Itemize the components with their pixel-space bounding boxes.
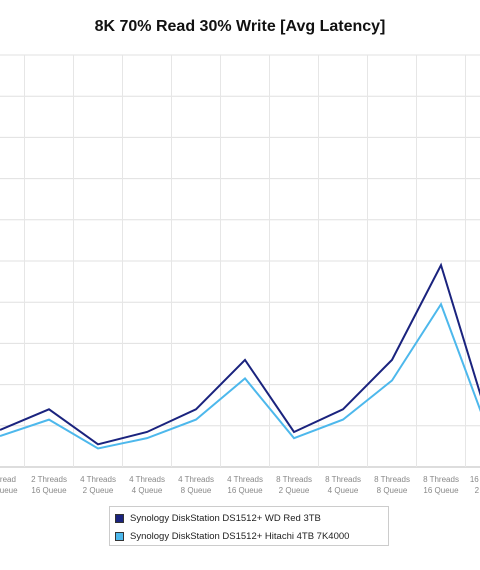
legend-item-hitachi: Synology DiskStation DS1512+ Hitachi 4TB… <box>115 529 349 543</box>
x-tick-label: 4 Threads 2 Queue <box>80 475 116 495</box>
x-tick-label: 2 Threads 16 Queue <box>31 475 67 495</box>
legend-swatch-hitachi <box>115 531 124 541</box>
legend-swatch-wd-red <box>115 513 124 523</box>
legend-label-wd-red: Synology DiskStation DS1512+ WD Red 3TB <box>130 512 321 524</box>
x-tick-label: 8 Threads 4 Queue <box>325 475 361 495</box>
x-tick-label: 4 Threads 16 Queue <box>227 475 263 495</box>
x-tick-label: 8 Threads 16 Queue <box>423 475 459 495</box>
legend-item-wd-red: Synology DiskStation DS1512+ WD Red 3TB <box>115 511 321 525</box>
x-tick-label: 4 Threads 8 Queue <box>178 475 214 495</box>
x-tick-label: 4 Threads 4 Queue <box>129 475 165 495</box>
chart-legend: Synology DiskStation DS1512+ WD Red 3TB … <box>109 506 389 546</box>
grid-lines <box>0 54 480 468</box>
chart-title: 8K 70% Read 30% Write [Avg Latency] <box>94 18 386 35</box>
x-tick-label: 8 Threads 2 Queue <box>276 475 312 495</box>
series-lines <box>0 262 480 450</box>
x-tick-label: 8 Threads 8 Queue <box>374 475 410 495</box>
legend-label-hitachi: Synology DiskStation DS1512+ Hitachi 4TB… <box>130 530 350 542</box>
x-tick-label: 1 Thread16 Queue <box>0 475 18 495</box>
